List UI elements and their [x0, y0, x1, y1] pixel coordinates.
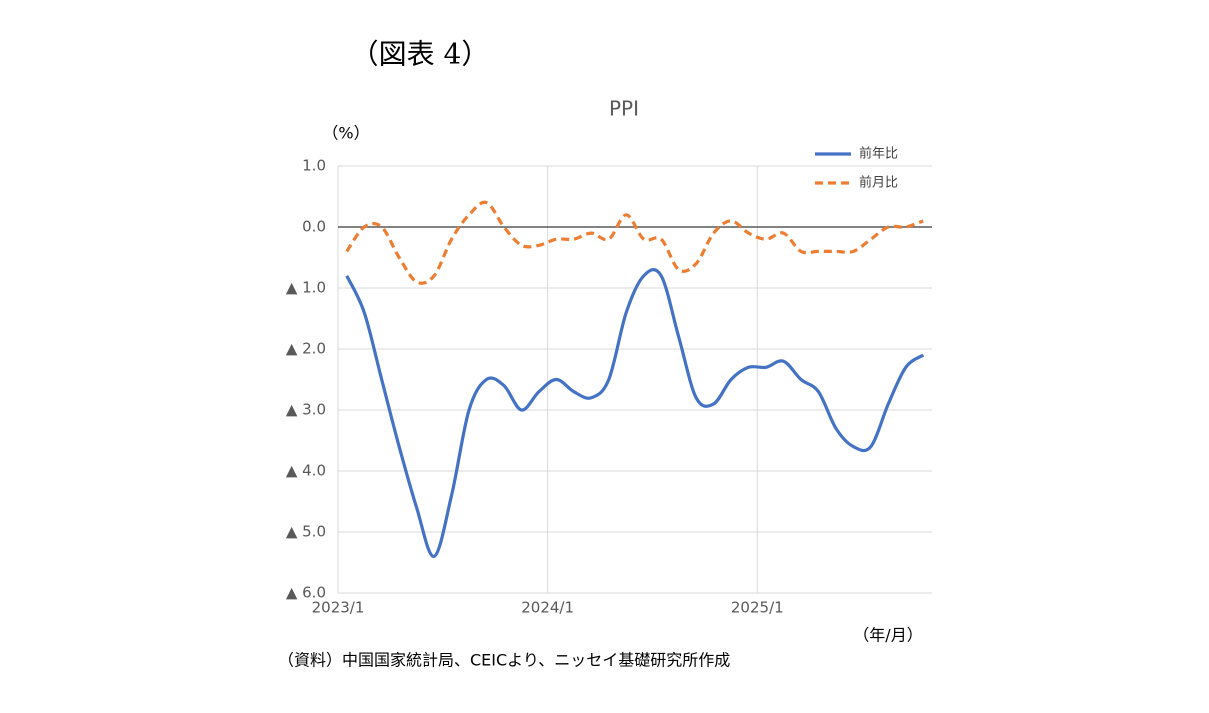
series-line [345, 268, 925, 559]
y-tick-label: 0.0 [302, 218, 326, 236]
y-tick-label: 1.0 [302, 157, 326, 175]
y-tick-label: ▲ 3.0 [286, 401, 326, 419]
x-tick-label: 2025/1 [731, 599, 784, 617]
chart-title: PPI [609, 97, 639, 121]
legend-label: 前年比 [859, 146, 898, 162]
page-title: （図表 4） [351, 38, 490, 71]
legend-label: 前月比 [859, 175, 898, 191]
y-tick-label: ▲ 4.0 [286, 462, 326, 480]
y-tick-label: ▲ 2.0 [286, 340, 326, 358]
x-tick-label: 2023/1 [312, 599, 365, 617]
series-line [345, 200, 924, 285]
x-unit: （年/月） [853, 626, 922, 645]
y-tick-label: ▲ 5.0 [286, 523, 326, 541]
source: （資料）中国国家統計局、CEICより、ニッセイ基礎研究所作成 [278, 651, 730, 670]
y-unit: （%） [322, 124, 369, 143]
y-tick-label: ▲ 1.0 [286, 279, 326, 297]
y-tick-label: ▲ 6.0 [286, 584, 326, 602]
x-tick-label: 2024/1 [521, 599, 574, 617]
